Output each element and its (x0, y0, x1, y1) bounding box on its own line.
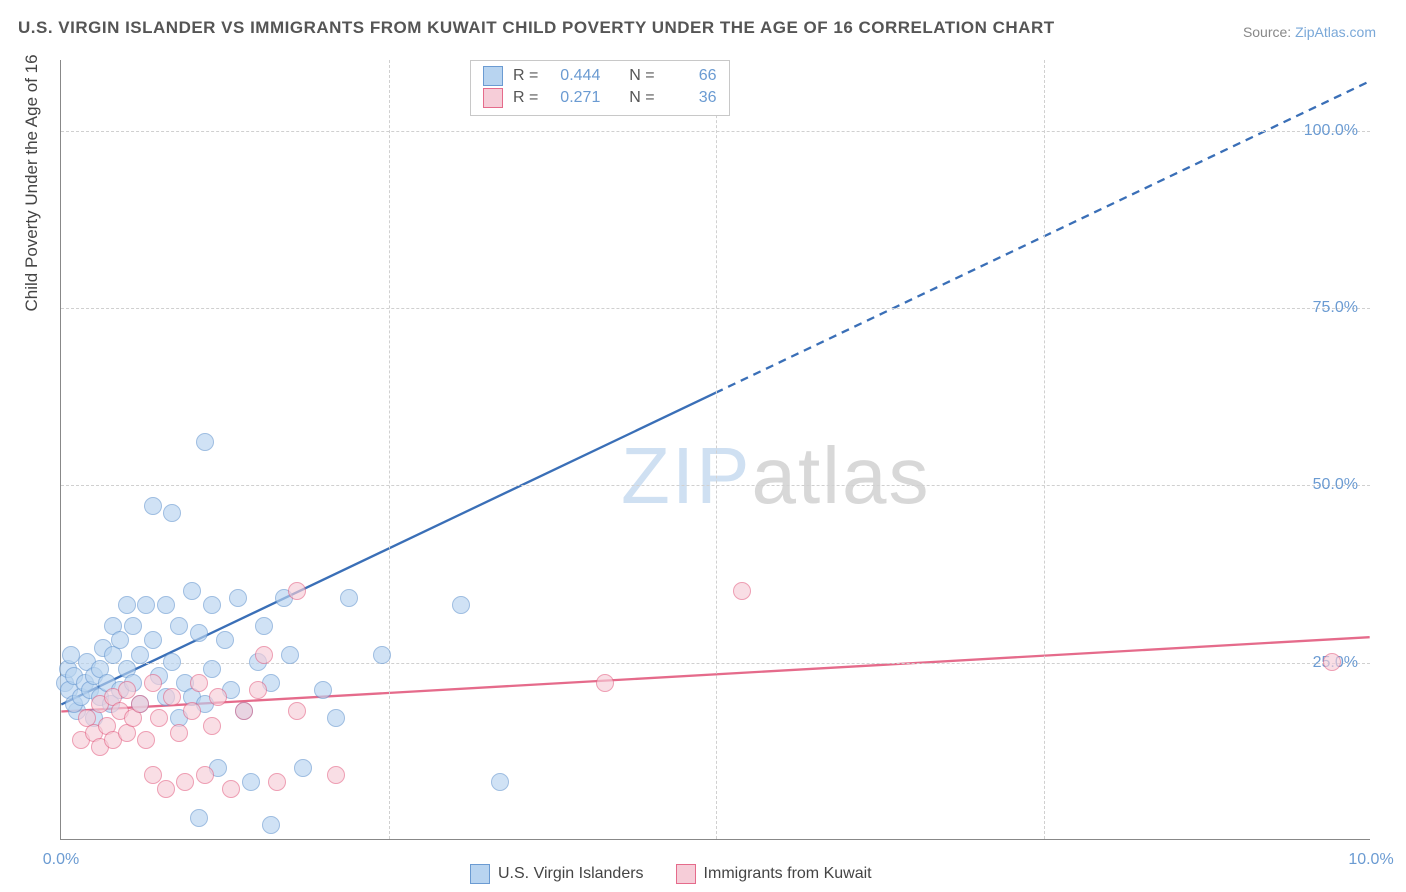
y-axis-label: Child Poverty Under the Age of 16 (22, 54, 42, 311)
data-point-kuwait (163, 688, 181, 706)
y-tick-label: 50.0% (1313, 476, 1358, 494)
data-point-kuwait (196, 766, 214, 784)
data-point-usvi (373, 646, 391, 664)
r-label: R = (513, 67, 538, 85)
swatch-kuwait (676, 864, 696, 884)
source-prefix: Source: (1243, 24, 1295, 40)
data-point-usvi (124, 617, 142, 635)
data-point-usvi (216, 631, 234, 649)
data-point-kuwait (249, 681, 267, 699)
y-tick-label: 75.0% (1313, 299, 1358, 317)
data-point-usvi (131, 646, 149, 664)
data-point-kuwait (288, 582, 306, 600)
watermark-atlas: atlas (751, 431, 930, 520)
data-point-usvi (262, 816, 280, 834)
data-point-usvi (144, 497, 162, 515)
gridline-v (716, 60, 717, 839)
legend-item-kuwait: Immigrants from Kuwait (676, 864, 872, 884)
data-point-usvi (163, 653, 181, 671)
data-point-usvi (183, 582, 201, 600)
data-point-kuwait (118, 681, 136, 699)
stats-legend: R = 0.444 N = 66 R = 0.271 N = 36 (470, 60, 730, 116)
data-point-kuwait (190, 674, 208, 692)
data-point-kuwait (150, 709, 168, 727)
data-point-kuwait (131, 695, 149, 713)
data-point-usvi (203, 596, 221, 614)
data-point-usvi (190, 809, 208, 827)
data-point-usvi (294, 759, 312, 777)
data-point-kuwait (209, 688, 227, 706)
r-value-usvi: 0.444 (548, 67, 600, 85)
data-point-usvi (157, 596, 175, 614)
swatch-kuwait (483, 88, 503, 108)
data-point-usvi (111, 631, 129, 649)
legend-item-usvi: U.S. Virgin Islanders (470, 864, 644, 884)
data-point-usvi (163, 504, 181, 522)
data-point-usvi (170, 617, 188, 635)
data-point-kuwait (268, 773, 286, 791)
n-label: N = (629, 89, 654, 107)
data-point-kuwait (235, 702, 253, 720)
source-attribution: Source: ZipAtlas.com (1243, 24, 1376, 40)
watermark: ZIPatlas (621, 430, 930, 522)
data-point-usvi (190, 624, 208, 642)
gridline-v (1044, 60, 1045, 839)
data-point-usvi (491, 773, 509, 791)
data-point-usvi (314, 681, 332, 699)
series-legend: U.S. Virgin Islanders Immigrants from Ku… (470, 864, 872, 884)
data-point-usvi (452, 596, 470, 614)
data-point-kuwait (183, 702, 201, 720)
swatch-usvi (483, 66, 503, 86)
x-tick-label: 10.0% (1348, 851, 1393, 869)
data-point-usvi (118, 596, 136, 614)
gridline-v (389, 60, 390, 839)
data-point-kuwait (170, 724, 188, 742)
n-value-usvi: 66 (665, 67, 717, 85)
data-point-usvi (203, 660, 221, 678)
data-point-kuwait (157, 780, 175, 798)
r-value-kuwait: 0.271 (548, 89, 600, 107)
data-point-kuwait (288, 702, 306, 720)
plot-area: ZIPatlas 25.0%50.0%75.0%100.0%0.0%10.0% (60, 60, 1370, 840)
watermark-zip: ZIP (621, 431, 751, 520)
data-point-kuwait (1323, 653, 1341, 671)
data-point-kuwait (596, 674, 614, 692)
stats-row-kuwait: R = 0.271 N = 36 (483, 87, 717, 109)
data-point-kuwait (733, 582, 751, 600)
source-link[interactable]: ZipAtlas.com (1295, 24, 1376, 40)
swatch-usvi (470, 864, 490, 884)
data-point-usvi (281, 646, 299, 664)
stats-row-usvi: R = 0.444 N = 66 (483, 65, 717, 87)
y-tick-label: 100.0% (1304, 122, 1358, 140)
data-point-usvi (144, 631, 162, 649)
data-point-kuwait (137, 731, 155, 749)
data-point-kuwait (222, 780, 240, 798)
data-point-usvi (242, 773, 260, 791)
data-point-usvi (196, 433, 214, 451)
data-point-kuwait (144, 766, 162, 784)
data-point-kuwait (176, 773, 194, 791)
data-point-usvi (255, 617, 273, 635)
data-point-kuwait (255, 646, 273, 664)
r-label: R = (513, 89, 538, 107)
data-point-usvi (137, 596, 155, 614)
n-label: N = (629, 67, 654, 85)
data-point-kuwait (327, 766, 345, 784)
data-point-kuwait (203, 717, 221, 735)
x-tick-label: 0.0% (43, 851, 79, 869)
data-point-usvi (229, 589, 247, 607)
legend-label-kuwait: Immigrants from Kuwait (704, 865, 872, 883)
n-value-kuwait: 36 (665, 89, 717, 107)
data-point-usvi (327, 709, 345, 727)
data-point-usvi (340, 589, 358, 607)
chart-title: U.S. VIRGIN ISLANDER VS IMMIGRANTS FROM … (18, 18, 1055, 38)
data-point-kuwait (144, 674, 162, 692)
legend-label-usvi: U.S. Virgin Islanders (498, 865, 644, 883)
